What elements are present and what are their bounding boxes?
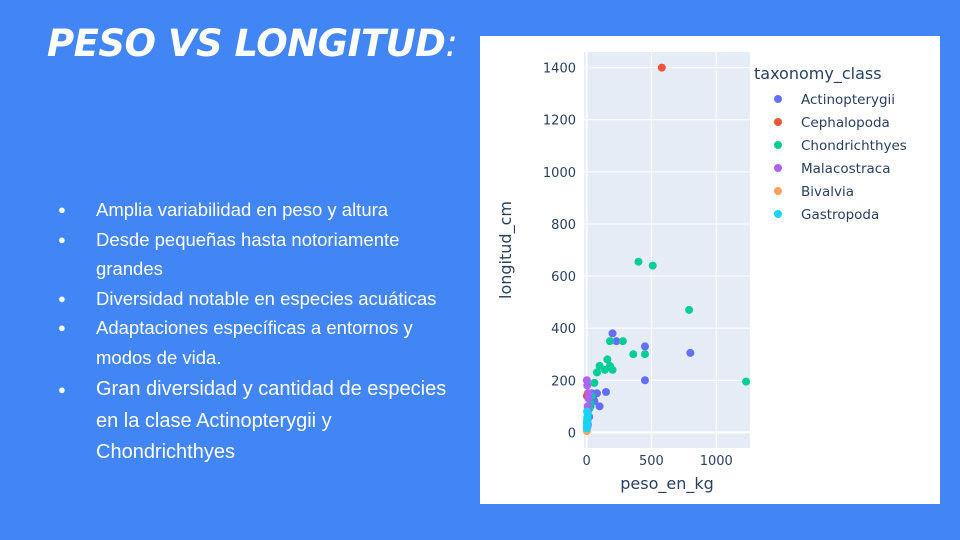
bullet-item-3: Diversidad notable en especies acuáticas	[58, 284, 468, 314]
y-axis-label: longitud_cm	[496, 201, 516, 299]
y-tick-labels: 0 200 400 600 800 1000 1200 1400	[543, 62, 576, 442]
chart-panel: 0 200 400 600 800 1000 1200 1400 0 500 1000 peso_…	[480, 36, 940, 504]
bullet-item-2: Desde pequeñas hasta notoriamente grande…	[58, 225, 468, 284]
y-tick-label: 0	[568, 426, 576, 441]
data-point	[585, 389, 594, 398]
scatter-chart: 0 200 400 600 800 1000 1200 1400 0 500 1000 peso_…	[496, 52, 907, 494]
data-point	[629, 350, 638, 359]
legend-marker	[774, 210, 782, 218]
bullet-item-4: Adaptaciones específicas a entornos y mo…	[58, 313, 468, 372]
legend-entry: Actinopterygii	[801, 92, 895, 108]
data-point	[608, 329, 617, 338]
legend-marker	[774, 164, 782, 172]
data-point	[592, 368, 601, 377]
slide-title-text: PESO VS LONGITUD	[47, 22, 446, 65]
legend-marker	[774, 95, 782, 103]
x-tick-label: 0	[582, 454, 590, 469]
x-tick-labels: 0 500 1000	[582, 454, 732, 469]
slide-title: PESO VS LONGITUD:	[47, 22, 458, 65]
data-point	[590, 378, 599, 387]
data-point	[742, 377, 751, 386]
data-point	[582, 407, 591, 416]
data-point	[602, 387, 611, 396]
data-point	[595, 402, 604, 411]
data-point	[583, 381, 592, 390]
x-tick-label: 500	[639, 454, 664, 469]
data-point	[640, 350, 649, 359]
data-point	[612, 337, 621, 346]
legend-marker	[774, 141, 782, 149]
data-point	[603, 355, 612, 364]
legend-entry: Chondrichthyes	[801, 138, 907, 154]
y-tick-label: 1400	[543, 62, 576, 77]
y-tick-label: 600	[551, 270, 576, 285]
x-axis-label: peso_en_kg	[620, 474, 714, 494]
data-point	[640, 342, 649, 351]
data-point	[640, 376, 649, 385]
data-point	[657, 63, 666, 72]
plot-area	[584, 52, 750, 448]
legend-entry: Malacostraca	[801, 161, 890, 177]
data-point	[618, 337, 627, 346]
legend-marker	[774, 118, 782, 126]
data-point	[685, 305, 694, 314]
legend-entry: Cephalopoda	[801, 115, 890, 131]
data-point	[608, 365, 617, 374]
data-point	[583, 414, 592, 423]
legend-marker	[774, 187, 782, 195]
data-point	[605, 337, 614, 346]
data-point	[648, 261, 657, 270]
bullet-item-5: Gran diversidad y cantidad de especies e…	[58, 374, 468, 469]
slide-title-colon: :	[445, 22, 458, 65]
data-point	[686, 348, 695, 357]
legend-title: taxonomy_class	[754, 64, 882, 84]
y-tick-label: 800	[551, 218, 576, 233]
y-tick-label: 1200	[543, 114, 576, 129]
bullet-item-1: Amplia variabilidad en peso y altura	[58, 195, 468, 225]
y-tick-label: 200	[551, 374, 576, 389]
x-tick-label: 1000	[700, 454, 733, 469]
legend-entry: Gastropoda	[801, 207, 879, 223]
bullet-list: Amplia variabilidad en peso y altura Des…	[58, 195, 468, 469]
data-point	[634, 257, 643, 266]
legend: Actinopterygii Cephalopoda Chondrichthyes M…	[774, 92, 907, 223]
data-points	[582, 63, 751, 436]
y-tick-label: 400	[551, 322, 576, 337]
y-tick-label: 1000	[543, 166, 576, 181]
legend-entry: Bivalvia	[801, 184, 854, 200]
